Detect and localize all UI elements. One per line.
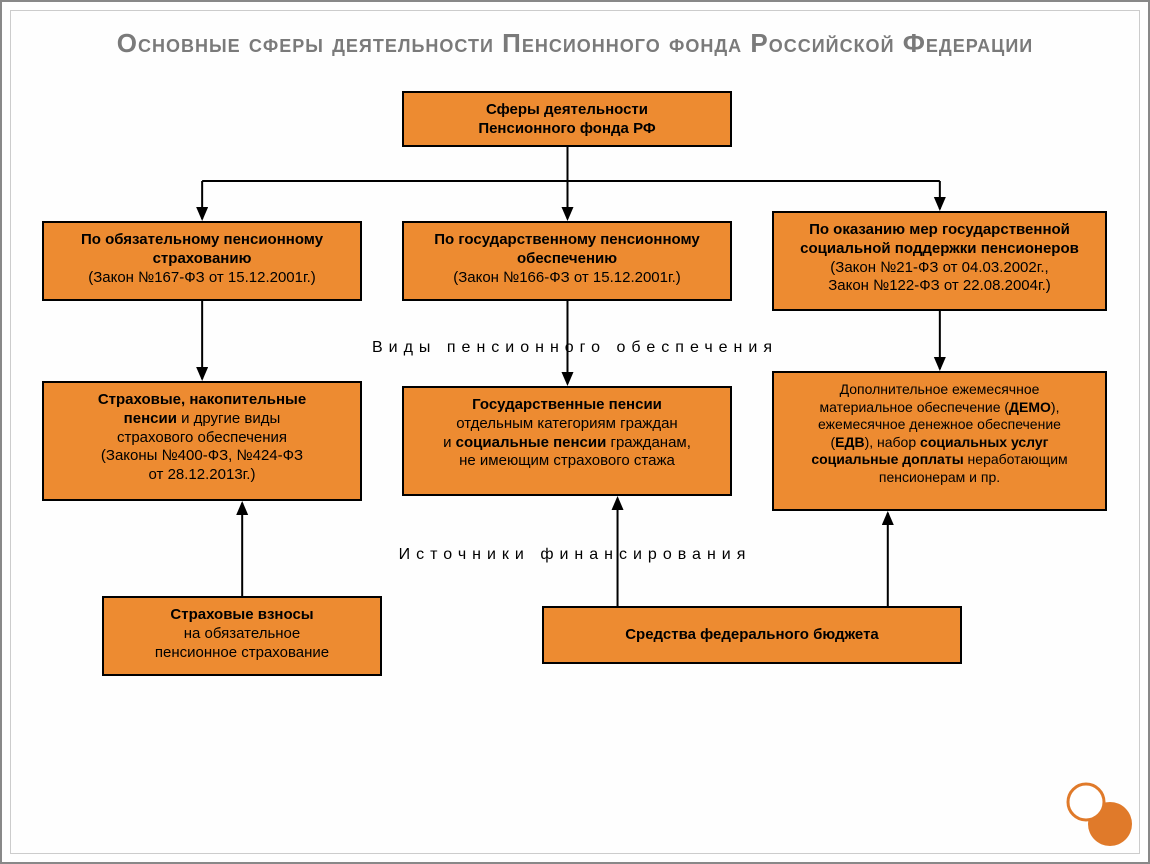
r2c2-l1: Государственные пенсии	[410, 396, 724, 415]
node-r1c1: По обязательному пенсионному страхованию…	[42, 221, 362, 301]
r1c3-b1: По оказанию мер государственной	[780, 221, 1099, 240]
r2c2-l3b: социальные пенсии	[456, 434, 607, 451]
r1c2-b2: обеспечению	[410, 250, 724, 269]
node-r3c1: Страховые взносы на обязательное пенсион…	[102, 596, 382, 676]
r1c2-b1: По государственному пенсионному	[410, 231, 724, 250]
r2c3-l4b2: социальных услуг	[920, 434, 1048, 450]
r2c1-l3: страхового обеспечения	[50, 429, 354, 448]
section-label-sources-text: Источники финансирования	[399, 546, 752, 563]
r2c2-l4: не имеющим страхового стажа	[410, 452, 724, 471]
r1c3-sub2: Закон №122-ФЗ от 22.08.2004г.)	[780, 277, 1099, 296]
r2c3-l6: пенсионерам и пр.	[780, 469, 1099, 487]
r1c2-sub: (Закон №166-ФЗ от 15.12.2001г.)	[410, 269, 724, 288]
r2c1-l1b: Страховые, накопительные	[98, 391, 306, 408]
section-label-types-text: Виды пенсионного обеспечения	[372, 339, 778, 356]
r1c1-b2: страхованию	[50, 250, 354, 269]
node-root: Сферы деятельности Пенсионного фонда РФ	[402, 91, 732, 147]
r2c3-l2n2: ),	[1051, 399, 1060, 415]
r3c1-l1: Страховые взносы	[110, 606, 374, 625]
r2c1-l2n: и другие виды	[177, 410, 280, 427]
r2c3-l1: Дополнительное ежемесячное	[780, 381, 1099, 399]
r1c3-sub1: (Закон №21-ФЗ от 04.03.2002г.,	[780, 259, 1099, 278]
r3c1-l3: пенсионное страхование	[110, 644, 374, 663]
r2c2-l3n1: и	[443, 434, 456, 451]
r2c1-l4: (Законы №400-ФЗ, №424-ФЗ	[50, 447, 354, 466]
r2c2-l3n2: гражданам,	[606, 434, 691, 451]
corner-decoration-icon	[1054, 768, 1134, 848]
r2c1-l2b: пенсии	[124, 410, 177, 427]
root-line1: Сферы деятельности	[410, 101, 724, 120]
r1c3-b2: социальной поддержки пенсионеров	[780, 240, 1099, 259]
root-line2: Пенсионного фонда РФ	[410, 120, 724, 139]
r2c3-l4b1: ЕДВ	[835, 434, 864, 450]
section-label-sources: Источники финансирования	[42, 546, 1108, 564]
r1c1-b1: По обязательному пенсионному	[50, 231, 354, 250]
node-r3c2: Средства федерального бюджета	[542, 606, 962, 664]
r2c2-l2: отдельным категориям граждан	[410, 415, 724, 434]
r2c3-l5n: неработающим	[964, 451, 1068, 467]
r3c2-l1: Средства федерального бюджета	[625, 626, 879, 645]
section-label-types: Виды пенсионного обеспечения	[42, 339, 1108, 357]
r2c3-l5b: социальные доплаты	[811, 451, 963, 467]
r2c3-l2b: ДЕМО	[1009, 399, 1051, 415]
node-r1c3: По оказанию мер государственной социальн…	[772, 211, 1107, 311]
node-r2c3: Дополнительное ежемесячное материальное …	[772, 371, 1107, 511]
r3c1-l2: на обязательное	[110, 625, 374, 644]
node-r1c2: По государственному пенсионному обеспече…	[402, 221, 732, 301]
diagram-container: Сферы деятельности Пенсионного фонда РФ …	[42, 91, 1108, 751]
r2c1-l5: от 28.12.2013г.)	[50, 466, 354, 485]
r2c3-l4n2: ), набор	[865, 434, 920, 450]
r1c1-sub: (Закон №167-ФЗ от 15.12.2001г.)	[50, 269, 354, 288]
r2c3-l3: ежемесячное денежное обеспечение	[780, 416, 1099, 434]
r2c3-l2n1: материальное обеспечение (	[820, 399, 1010, 415]
node-r2c1: Страховые, накопительные пенсии и другие…	[42, 381, 362, 501]
node-r2c2: Государственные пенсии отдельным категор…	[402, 386, 732, 496]
